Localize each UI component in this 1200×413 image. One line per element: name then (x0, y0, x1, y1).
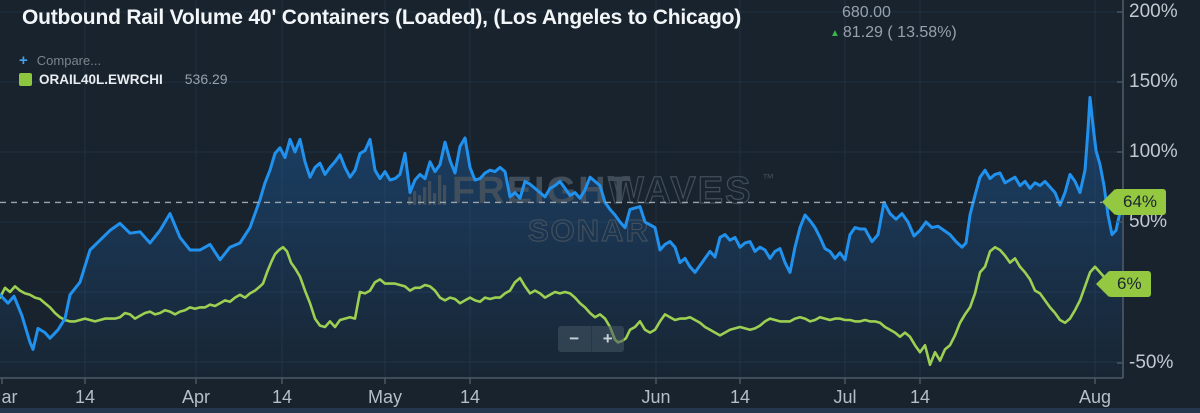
x-axis-label: Apr (181, 387, 211, 407)
badge-arrow-icon (1096, 270, 1109, 297)
y-axis-label: 100% (1129, 141, 1178, 162)
main-series-line (0, 95, 1125, 351)
last-value-badge: 64% (1102, 189, 1167, 216)
legend-row[interactable]: ORAIL40L.EWRCHI 536.29 (19, 71, 228, 87)
x-axis-label: 14 (729, 387, 751, 407)
x-axis-label: 14 (459, 387, 481, 407)
axes (0, 0, 1124, 384)
y-axis-label: 50% (1129, 211, 1168, 232)
x-axis-label: Jul (833, 387, 857, 407)
y-axis-ticks (1117, 11, 1123, 364)
change-text: 81.29 ( 13.58%) (842, 24, 957, 41)
navigator-strip[interactable] (0, 408, 1200, 413)
freightwaves-watermark: FREIGHT WAVES ™ SONAR (408, 169, 774, 249)
series-color-swatch (19, 72, 32, 86)
plus-icon: + (19, 52, 28, 69)
series-value: 536.29 (184, 71, 228, 87)
badge-value: 64% (1114, 189, 1167, 216)
x-axis-ticks (1, 378, 1096, 384)
zoom-controls-divider (590, 326, 592, 352)
zoom-controls: − + (558, 326, 624, 352)
last-value-block: 680.00 ▲ 81.29 ( 13.58%) (830, 4, 957, 42)
change-up-arrow: ▲ (830, 27, 840, 39)
main-series-area-fill (0, 97, 1123, 379)
watermark-tm-mark: ™ (762, 171, 774, 185)
badge-value: 6% (1108, 270, 1151, 297)
x-axis-label: 14 (909, 387, 931, 407)
watermark-sonar-text: SONAR (528, 213, 650, 248)
zoom-out-button[interactable]: − (558, 326, 591, 352)
series-name: ORAIL40L.EWRCHI (39, 71, 163, 87)
chart-title: Outbound Rail Volume 40' Containers (Loa… (22, 6, 742, 29)
compare-label: Compare... (36, 53, 102, 68)
compare-button[interactable]: + Compare... (19, 53, 101, 68)
badge-arrow-icon (1102, 189, 1115, 216)
x-axis-label: 14 (74, 387, 96, 407)
last-value-badge: 6% (1096, 270, 1151, 297)
x-axis-label: May (367, 387, 403, 407)
x-axis-label: 14 (271, 387, 293, 407)
y-axis-label: -50% (1129, 352, 1174, 373)
zoom-in-button[interactable]: + (592, 326, 625, 352)
x-axis-label: Aug (1078, 387, 1112, 407)
comparison-series-line (0, 245, 1125, 367)
x-axis-label: Jun (641, 387, 671, 407)
x-axis-label: Mar (0, 387, 18, 407)
last-value: 680.00 (842, 4, 891, 21)
y-axis-label: 150% (1129, 71, 1178, 92)
watermark-waves-text: WAVES (608, 170, 752, 212)
y-axis-label: 200% (1129, 1, 1178, 22)
